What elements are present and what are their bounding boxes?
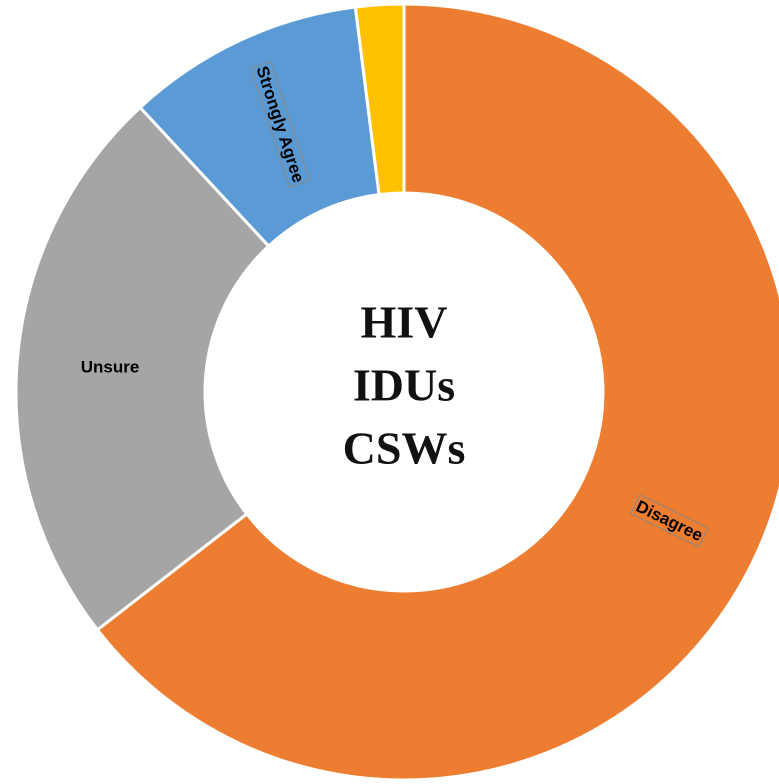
donut-segment — [95, 2, 779, 782]
segment-label-group: Unsure — [81, 357, 140, 376]
center-text: IDUs — [353, 360, 455, 411]
center-text: CSWs — [343, 423, 466, 474]
donut-segment — [353, 2, 406, 197]
segment-label: Unsure — [81, 357, 140, 376]
donut-segment — [14, 105, 271, 632]
label-box — [250, 60, 311, 188]
label-box — [630, 494, 709, 548]
center-text: HIV — [361, 297, 448, 348]
